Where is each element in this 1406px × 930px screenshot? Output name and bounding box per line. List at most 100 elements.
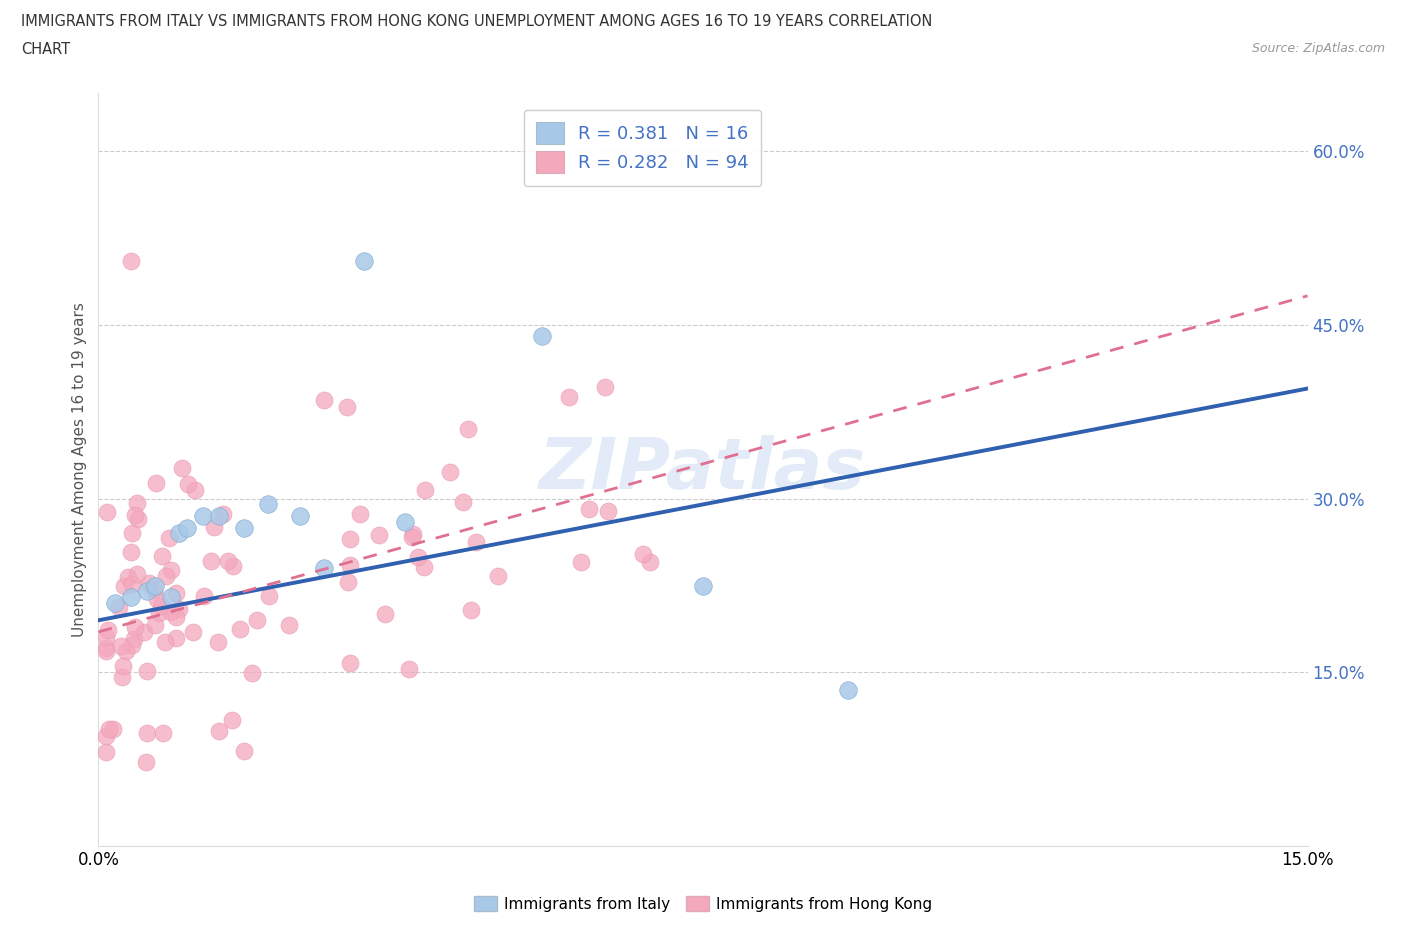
- Point: [256, 497, 278, 512]
- Point: [288, 509, 311, 524]
- Point: [120, 254, 142, 269]
- Point: [465, 534, 488, 549]
- Point: [558, 389, 581, 404]
- Point: [631, 546, 654, 561]
- Point: [143, 578, 166, 593]
- Point: [124, 508, 146, 523]
- Point: [339, 558, 361, 573]
- Point: [96, 644, 118, 658]
- Point: [451, 495, 474, 510]
- Point: [135, 755, 157, 770]
- Text: Source: ZipAtlas.com: Source: ZipAtlas.com: [1251, 42, 1385, 55]
- Point: [160, 590, 183, 604]
- Point: [157, 530, 180, 545]
- Point: [111, 670, 134, 684]
- Point: [486, 568, 509, 583]
- Point: [406, 549, 429, 564]
- Point: [165, 631, 187, 646]
- Point: [596, 504, 619, 519]
- Point: [103, 595, 125, 610]
- Point: [121, 577, 143, 591]
- Point: [208, 509, 231, 524]
- Point: [138, 576, 160, 591]
- Point: [160, 604, 183, 619]
- Point: [97, 623, 120, 638]
- Point: [127, 496, 149, 511]
- Point: [96, 744, 118, 759]
- Point: [135, 584, 157, 599]
- Point: [125, 566, 148, 581]
- Point: [193, 509, 215, 524]
- Point: [336, 575, 359, 590]
- Point: [150, 598, 173, 613]
- Point: [150, 549, 173, 564]
- Point: [143, 582, 166, 597]
- Point: [160, 563, 183, 578]
- Point: [692, 578, 714, 593]
- Point: [398, 662, 420, 677]
- Point: [96, 641, 118, 656]
- Point: [169, 602, 191, 617]
- Point: [200, 553, 222, 568]
- Point: [122, 631, 145, 646]
- Point: [170, 460, 193, 475]
- Point: [593, 379, 616, 394]
- Point: [136, 725, 159, 740]
- Point: [135, 663, 157, 678]
- Point: [120, 590, 142, 604]
- Point: [314, 561, 336, 576]
- Point: [96, 505, 118, 520]
- Point: [349, 506, 371, 521]
- Point: [353, 254, 375, 269]
- Point: [202, 519, 225, 534]
- Point: [394, 514, 416, 529]
- Point: [155, 568, 177, 583]
- Text: ZIPatlas: ZIPatlas: [540, 435, 866, 504]
- Point: [401, 526, 423, 541]
- Point: [374, 606, 396, 621]
- Point: [569, 554, 592, 569]
- Y-axis label: Unemployment Among Ages 16 to 19 years: Unemployment Among Ages 16 to 19 years: [72, 302, 87, 637]
- Point: [121, 525, 143, 540]
- Point: [96, 630, 118, 644]
- Point: [96, 728, 118, 743]
- Point: [212, 507, 235, 522]
- Point: [165, 585, 187, 600]
- Point: [367, 527, 389, 542]
- Point: [193, 588, 215, 603]
- Point: [181, 625, 204, 640]
- Point: [103, 721, 125, 736]
- Point: [457, 421, 479, 436]
- Point: [143, 618, 166, 633]
- Point: [339, 532, 361, 547]
- Point: [124, 619, 146, 634]
- Point: [460, 603, 482, 618]
- Point: [413, 560, 436, 575]
- Text: IMMIGRANTS FROM ITALY VS IMMIGRANTS FROM HONG KONG UNEMPLOYMENT AMONG AGES 16 TO: IMMIGRANTS FROM ITALY VS IMMIGRANTS FROM…: [21, 14, 932, 29]
- Point: [229, 621, 252, 636]
- Point: [232, 743, 254, 758]
- Point: [257, 589, 280, 604]
- Point: [112, 578, 135, 593]
- Point: [110, 639, 132, 654]
- Point: [176, 520, 198, 535]
- Point: [207, 635, 229, 650]
- Point: [165, 609, 187, 624]
- Point: [837, 683, 859, 698]
- Point: [148, 605, 170, 620]
- Point: [127, 512, 149, 526]
- Point: [339, 656, 361, 671]
- Point: [120, 545, 142, 560]
- Point: [217, 553, 239, 568]
- Point: [221, 712, 243, 727]
- Point: [530, 329, 553, 344]
- Point: [222, 559, 245, 574]
- Point: [117, 569, 139, 584]
- Point: [240, 666, 263, 681]
- Point: [183, 483, 205, 498]
- Point: [145, 591, 167, 606]
- Point: [153, 635, 176, 650]
- Point: [638, 554, 661, 569]
- Point: [145, 475, 167, 490]
- Point: [121, 638, 143, 653]
